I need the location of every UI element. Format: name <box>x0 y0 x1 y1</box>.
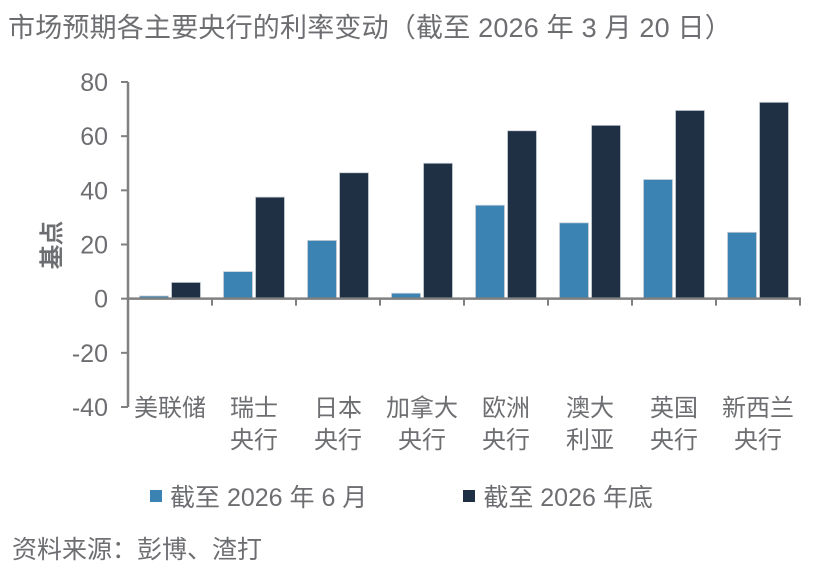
bar-june <box>559 222 589 300</box>
legend-swatch-june <box>150 490 162 502</box>
category-label: 欧洲 <box>482 395 530 422</box>
category-label: 英国 <box>650 395 698 422</box>
category-label: 瑞士 <box>230 395 278 422</box>
y-tick-label: 60 <box>80 123 108 151</box>
legend-item-june: 截至 2026 年 6 月 <box>150 478 367 514</box>
category-label: 央行 <box>398 427 446 454</box>
category-label: 利亚 <box>566 427 614 454</box>
category-label: 央行 <box>734 427 782 454</box>
bars <box>139 101 789 300</box>
bar-june <box>475 204 505 300</box>
y-tick-label: 80 <box>80 69 108 97</box>
category-label: 央行 <box>230 427 278 454</box>
category-label: 加拿大 <box>386 395 458 422</box>
y-tick-label: -40 <box>72 394 108 422</box>
x-axis <box>121 297 801 408</box>
category-label: 美联储 <box>134 395 206 422</box>
source-note: 资料来源：彭博、渣打 <box>12 536 263 564</box>
category-label: 新西兰 <box>722 395 794 422</box>
category-label: 央行 <box>314 427 362 454</box>
bar-yearend <box>759 101 789 300</box>
legend-label-yearend: 截至 2026 年底 <box>483 484 653 512</box>
y-tick-label: 20 <box>80 232 108 260</box>
chart-title: 市场预期各主要央行的利率变动（截至 2026 年 3 月 20 日） <box>8 13 732 43</box>
bar-june <box>223 271 253 300</box>
y-tick-label: -20 <box>72 340 108 368</box>
y-tick-label: 40 <box>80 177 108 205</box>
bar-yearend <box>675 110 705 300</box>
legend-label-june: 截至 2026 年 6 月 <box>170 484 368 512</box>
bar-yearend <box>507 130 537 300</box>
category-label: 央行 <box>650 427 698 454</box>
legend-item-yearend: 截至 2026 年底 <box>463 478 653 514</box>
category-label: 央行 <box>482 427 530 454</box>
bar-june <box>643 179 673 300</box>
y-axis: 80 60 40 20 0 -20 -40 <box>72 69 130 422</box>
bar-yearend <box>591 124 621 300</box>
bar-june <box>727 231 757 300</box>
bar-yearend <box>171 282 201 300</box>
category-label: 澳大 <box>566 395 614 422</box>
category-label: 日本 <box>314 395 362 422</box>
legend: 截至 2026 年 6 月 截至 2026 年底 <box>150 478 653 514</box>
bar-june <box>307 240 337 300</box>
y-tick-label: 0 <box>94 286 108 314</box>
bar-yearend <box>423 162 453 300</box>
y-axis-label: 基点 <box>39 221 66 269</box>
bar-yearend <box>339 172 369 300</box>
legend-swatch-yearend <box>463 490 476 502</box>
bar-yearend <box>255 196 285 300</box>
